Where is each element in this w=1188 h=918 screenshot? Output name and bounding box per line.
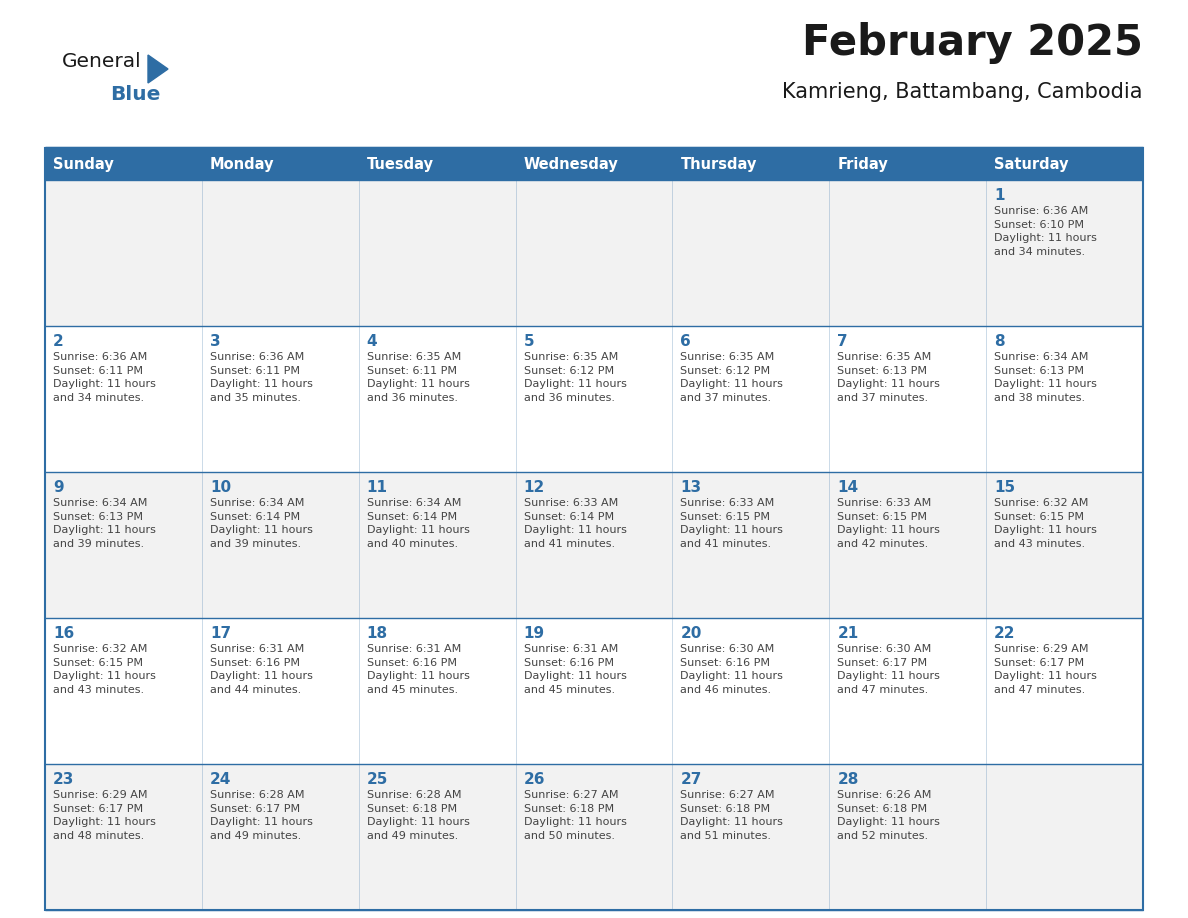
- Text: Sunrise: 6:36 AM
Sunset: 6:11 PM
Daylight: 11 hours
and 34 minutes.: Sunrise: 6:36 AM Sunset: 6:11 PM Dayligh…: [53, 352, 156, 403]
- Text: Saturday: Saturday: [994, 156, 1069, 172]
- Text: 15: 15: [994, 480, 1016, 495]
- Text: February 2025: February 2025: [802, 22, 1143, 64]
- Text: Sunrise: 6:28 AM
Sunset: 6:17 PM
Daylight: 11 hours
and 49 minutes.: Sunrise: 6:28 AM Sunset: 6:17 PM Dayligh…: [210, 790, 312, 841]
- Text: 14: 14: [838, 480, 859, 495]
- Text: 11: 11: [367, 480, 387, 495]
- Text: Tuesday: Tuesday: [367, 156, 434, 172]
- Text: Kamrieng, Battambang, Cambodia: Kamrieng, Battambang, Cambodia: [783, 82, 1143, 102]
- Text: Sunday: Sunday: [53, 156, 114, 172]
- Text: Sunrise: 6:32 AM
Sunset: 6:15 PM
Daylight: 11 hours
and 43 minutes.: Sunrise: 6:32 AM Sunset: 6:15 PM Dayligh…: [994, 498, 1097, 549]
- Text: Sunrise: 6:27 AM
Sunset: 6:18 PM
Daylight: 11 hours
and 51 minutes.: Sunrise: 6:27 AM Sunset: 6:18 PM Dayligh…: [681, 790, 783, 841]
- Polygon shape: [148, 55, 168, 83]
- Text: Sunrise: 6:30 AM
Sunset: 6:16 PM
Daylight: 11 hours
and 46 minutes.: Sunrise: 6:30 AM Sunset: 6:16 PM Dayligh…: [681, 644, 783, 695]
- Bar: [45, 326, 1143, 472]
- Text: 19: 19: [524, 626, 544, 641]
- Text: 24: 24: [210, 772, 232, 787]
- Bar: [45, 764, 1143, 910]
- Text: Sunrise: 6:31 AM
Sunset: 6:16 PM
Daylight: 11 hours
and 45 minutes.: Sunrise: 6:31 AM Sunset: 6:16 PM Dayligh…: [367, 644, 469, 695]
- Text: 16: 16: [53, 626, 74, 641]
- Text: Sunrise: 6:30 AM
Sunset: 6:17 PM
Daylight: 11 hours
and 47 minutes.: Sunrise: 6:30 AM Sunset: 6:17 PM Dayligh…: [838, 644, 940, 695]
- Text: 3: 3: [210, 334, 221, 349]
- Text: Sunrise: 6:28 AM
Sunset: 6:18 PM
Daylight: 11 hours
and 49 minutes.: Sunrise: 6:28 AM Sunset: 6:18 PM Dayligh…: [367, 790, 469, 841]
- Text: Sunrise: 6:35 AM
Sunset: 6:12 PM
Daylight: 11 hours
and 37 minutes.: Sunrise: 6:35 AM Sunset: 6:12 PM Dayligh…: [681, 352, 783, 403]
- Text: Sunrise: 6:31 AM
Sunset: 6:16 PM
Daylight: 11 hours
and 44 minutes.: Sunrise: 6:31 AM Sunset: 6:16 PM Dayligh…: [210, 644, 312, 695]
- Text: 1: 1: [994, 188, 1005, 203]
- Bar: [45, 180, 1143, 326]
- Text: Sunrise: 6:34 AM
Sunset: 6:14 PM
Daylight: 11 hours
and 40 minutes.: Sunrise: 6:34 AM Sunset: 6:14 PM Dayligh…: [367, 498, 469, 549]
- Text: Friday: Friday: [838, 156, 889, 172]
- Text: 17: 17: [210, 626, 230, 641]
- Text: Sunrise: 6:33 AM
Sunset: 6:15 PM
Daylight: 11 hours
and 42 minutes.: Sunrise: 6:33 AM Sunset: 6:15 PM Dayligh…: [838, 498, 940, 549]
- Text: Sunrise: 6:34 AM
Sunset: 6:13 PM
Daylight: 11 hours
and 39 minutes.: Sunrise: 6:34 AM Sunset: 6:13 PM Dayligh…: [53, 498, 156, 549]
- Text: Sunrise: 6:35 AM
Sunset: 6:13 PM
Daylight: 11 hours
and 37 minutes.: Sunrise: 6:35 AM Sunset: 6:13 PM Dayligh…: [838, 352, 940, 403]
- Bar: [45, 148, 1143, 180]
- Text: Blue: Blue: [110, 85, 160, 104]
- Text: 28: 28: [838, 772, 859, 787]
- Text: Sunrise: 6:33 AM
Sunset: 6:14 PM
Daylight: 11 hours
and 41 minutes.: Sunrise: 6:33 AM Sunset: 6:14 PM Dayligh…: [524, 498, 626, 549]
- Text: Sunrise: 6:34 AM
Sunset: 6:13 PM
Daylight: 11 hours
and 38 minutes.: Sunrise: 6:34 AM Sunset: 6:13 PM Dayligh…: [994, 352, 1097, 403]
- Text: Thursday: Thursday: [681, 156, 757, 172]
- Text: Sunrise: 6:33 AM
Sunset: 6:15 PM
Daylight: 11 hours
and 41 minutes.: Sunrise: 6:33 AM Sunset: 6:15 PM Dayligh…: [681, 498, 783, 549]
- Text: 10: 10: [210, 480, 230, 495]
- Text: 2: 2: [53, 334, 64, 349]
- Text: Sunrise: 6:35 AM
Sunset: 6:12 PM
Daylight: 11 hours
and 36 minutes.: Sunrise: 6:35 AM Sunset: 6:12 PM Dayligh…: [524, 352, 626, 403]
- Text: Sunrise: 6:29 AM
Sunset: 6:17 PM
Daylight: 11 hours
and 47 minutes.: Sunrise: 6:29 AM Sunset: 6:17 PM Dayligh…: [994, 644, 1097, 695]
- Text: Sunrise: 6:31 AM
Sunset: 6:16 PM
Daylight: 11 hours
and 45 minutes.: Sunrise: 6:31 AM Sunset: 6:16 PM Dayligh…: [524, 644, 626, 695]
- Text: Sunrise: 6:29 AM
Sunset: 6:17 PM
Daylight: 11 hours
and 48 minutes.: Sunrise: 6:29 AM Sunset: 6:17 PM Dayligh…: [53, 790, 156, 841]
- Text: 9: 9: [53, 480, 64, 495]
- Text: Sunrise: 6:36 AM
Sunset: 6:10 PM
Daylight: 11 hours
and 34 minutes.: Sunrise: 6:36 AM Sunset: 6:10 PM Dayligh…: [994, 206, 1097, 257]
- Text: Sunrise: 6:32 AM
Sunset: 6:15 PM
Daylight: 11 hours
and 43 minutes.: Sunrise: 6:32 AM Sunset: 6:15 PM Dayligh…: [53, 644, 156, 695]
- Text: 12: 12: [524, 480, 545, 495]
- Text: General: General: [62, 52, 141, 71]
- Text: 8: 8: [994, 334, 1005, 349]
- Text: 18: 18: [367, 626, 387, 641]
- Text: Sunrise: 6:27 AM
Sunset: 6:18 PM
Daylight: 11 hours
and 50 minutes.: Sunrise: 6:27 AM Sunset: 6:18 PM Dayligh…: [524, 790, 626, 841]
- Bar: [45, 148, 1143, 910]
- Text: 7: 7: [838, 334, 848, 349]
- Text: Sunrise: 6:26 AM
Sunset: 6:18 PM
Daylight: 11 hours
and 52 minutes.: Sunrise: 6:26 AM Sunset: 6:18 PM Dayligh…: [838, 790, 940, 841]
- Text: 27: 27: [681, 772, 702, 787]
- Text: 4: 4: [367, 334, 378, 349]
- Text: 13: 13: [681, 480, 702, 495]
- Text: 6: 6: [681, 334, 691, 349]
- Text: Wednesday: Wednesday: [524, 156, 618, 172]
- Text: 20: 20: [681, 626, 702, 641]
- Text: Sunrise: 6:36 AM
Sunset: 6:11 PM
Daylight: 11 hours
and 35 minutes.: Sunrise: 6:36 AM Sunset: 6:11 PM Dayligh…: [210, 352, 312, 403]
- Text: 22: 22: [994, 626, 1016, 641]
- Text: 5: 5: [524, 334, 535, 349]
- Text: Sunrise: 6:35 AM
Sunset: 6:11 PM
Daylight: 11 hours
and 36 minutes.: Sunrise: 6:35 AM Sunset: 6:11 PM Dayligh…: [367, 352, 469, 403]
- Text: 26: 26: [524, 772, 545, 787]
- Text: Monday: Monday: [210, 156, 274, 172]
- Text: 23: 23: [53, 772, 75, 787]
- Bar: [45, 618, 1143, 764]
- Text: 25: 25: [367, 772, 388, 787]
- Text: Sunrise: 6:34 AM
Sunset: 6:14 PM
Daylight: 11 hours
and 39 minutes.: Sunrise: 6:34 AM Sunset: 6:14 PM Dayligh…: [210, 498, 312, 549]
- Bar: [45, 472, 1143, 618]
- Text: 21: 21: [838, 626, 859, 641]
